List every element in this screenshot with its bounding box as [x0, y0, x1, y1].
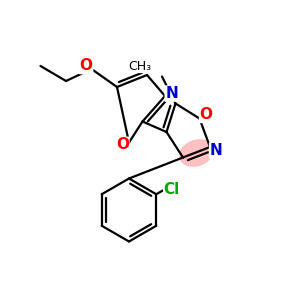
Text: N: N	[210, 143, 222, 158]
Ellipse shape	[180, 140, 213, 166]
Text: CH₃: CH₃	[128, 60, 152, 73]
Text: Cl: Cl	[164, 182, 180, 197]
Text: O: O	[200, 107, 213, 122]
Text: O: O	[80, 58, 93, 74]
Text: O: O	[116, 137, 129, 152]
Text: N: N	[165, 86, 178, 101]
